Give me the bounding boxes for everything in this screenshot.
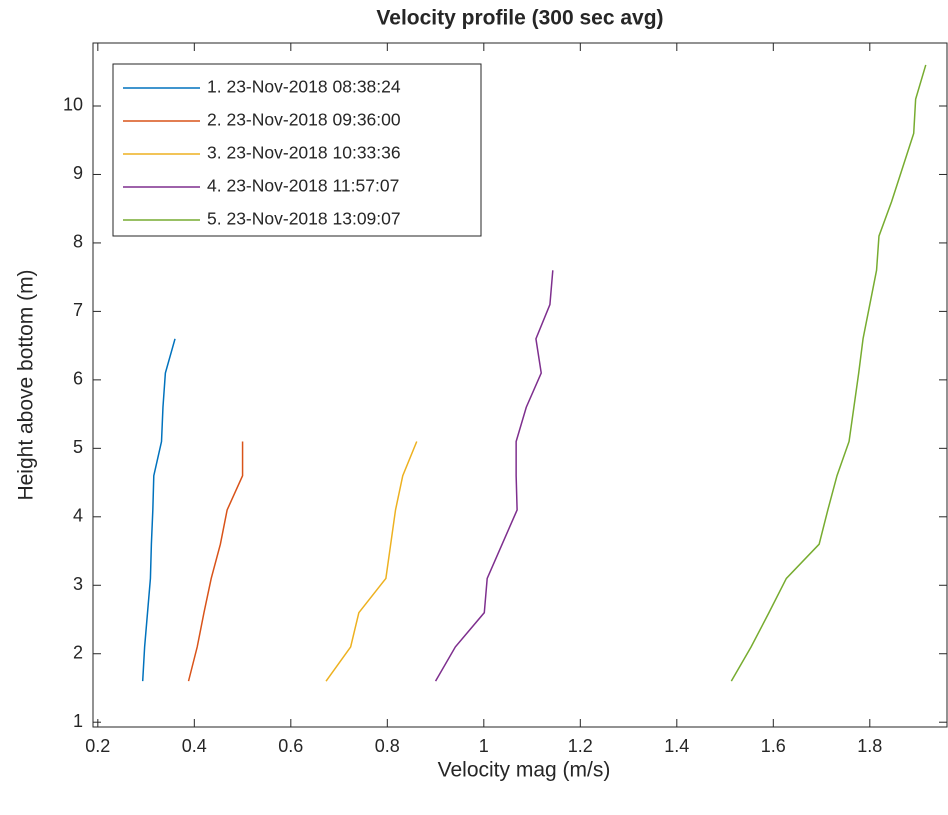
x-tick-label: 1.4: [664, 736, 689, 756]
legend-label: 1. 23-Nov-2018 08:38:24: [207, 77, 401, 97]
y-tick-label: 6: [73, 369, 83, 389]
x-tick-label: 1.6: [761, 736, 786, 756]
x-tick-label: 0.4: [182, 736, 207, 756]
y-tick-label: 3: [73, 574, 83, 594]
chart-title: Velocity profile (300 sec avg): [376, 7, 663, 30]
series-line: [187, 441, 244, 682]
series-group: [141, 64, 927, 682]
plot-area: [92, 42, 948, 728]
x-tick-label: 1: [479, 736, 489, 756]
legend-box: [112, 63, 482, 237]
series-line: [141, 338, 176, 682]
y-tick-label: 7: [73, 300, 83, 320]
x-axis-label: Velocity mag (m/s): [438, 759, 611, 782]
legend-label: 3. 23-Nov-2018 10:33:36: [207, 143, 401, 163]
legend-label: 4. 23-Nov-2018 11:57:07: [207, 176, 399, 196]
y-tick-label: 5: [73, 437, 83, 457]
y-tick-label: 2: [73, 642, 83, 662]
series-line: [730, 64, 927, 682]
x-tick-label: 0.8: [375, 736, 400, 756]
y-tick-label: 9: [73, 163, 83, 183]
x-tick-label: 1.8: [857, 736, 882, 756]
x-tick-label: 0.6: [278, 736, 303, 756]
x-tick-label: 1.2: [568, 736, 593, 756]
legend-label: 5. 23-Nov-2018 13:09:07: [207, 209, 401, 229]
y-tick-label: 10: [63, 95, 83, 115]
legend-label: 2. 23-Nov-2018 09:36:00: [207, 110, 401, 130]
legend: 1. 23-Nov-2018 08:38:24 2. 23-Nov-2018 09…: [112, 63, 482, 237]
series-line: [325, 441, 418, 682]
y-tick-label: 8: [73, 232, 83, 252]
x-tick-label: 0.2: [85, 736, 110, 756]
series-line: [434, 270, 554, 682]
y-tick-label: 4: [73, 506, 83, 526]
y-tick-label: 1: [73, 711, 83, 731]
y-axis-label: Height above bottom (m): [15, 269, 38, 500]
